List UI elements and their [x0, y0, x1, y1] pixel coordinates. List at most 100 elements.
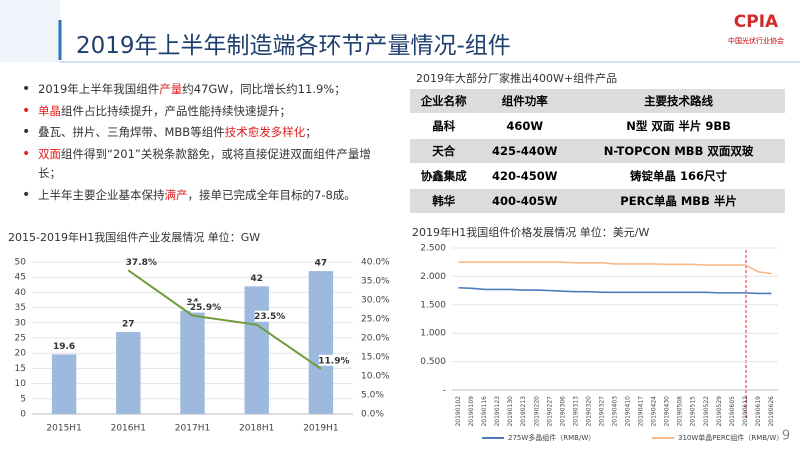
text-run: ，接单已完成全年目标的7-8成。: [187, 187, 356, 202]
x-tick-label: 20190529: [716, 396, 723, 427]
bar: [116, 331, 141, 414]
bullet-dot: •: [22, 186, 31, 203]
bullet: • 叠瓦、拼片、三角焊带、MBB等组件技术愈发多样化；: [22, 123, 382, 143]
x-tick-label: 20190619: [755, 396, 762, 427]
line-label: 23.5%: [254, 312, 285, 322]
x-tick-label: 20190605: [729, 396, 736, 427]
x-tick-label: 20190123: [494, 396, 501, 427]
y2-tick-label: 40.0%: [361, 258, 390, 268]
table-row: 韩华 400-405W PERC单晶 MBB 半片: [410, 188, 785, 213]
bullet: • 双面组件得到“201”关税条款豁免，或将直接促进双面组件产量增长；: [22, 145, 382, 184]
y2-tick-label: 15.0%: [361, 353, 390, 363]
legend-label: 310W单晶PERC组件（RMB/W）: [678, 433, 783, 442]
y2-tick-label: 20.0%: [361, 334, 390, 344]
logo-subtitle: 中国光伏行业协会: [728, 36, 784, 45]
x-tick-label: 2019H1: [303, 424, 338, 434]
bullet-text: 叠瓦、拼片、三角焊带、MBB等组件技术愈发多样化；: [38, 123, 317, 143]
x-tick-label: 20190130: [507, 396, 514, 427]
text-run: 组件占比持续提升，产品性能持续快速提升；: [61, 103, 291, 118]
line-label: 11.9%: [318, 356, 349, 366]
y-tick-label: 2.500: [420, 244, 446, 254]
x-tick-label: 2018H1: [239, 424, 274, 434]
line: [458, 286, 772, 295]
bullet-text: 上半年主要企业基本保持满产，接单已完成全年目标的7-8成。: [38, 186, 356, 206]
label-bg: [318, 354, 349, 366]
y-tick-label: 1.500: [420, 300, 446, 310]
label-bg: [126, 256, 157, 268]
bar: [308, 271, 334, 414]
y2-tick-label: 25.0%: [361, 315, 390, 325]
chart-title: 2015-2019年H1我国组件产业发展情况 单位：GW: [8, 230, 260, 244]
y-tick-label: 0.500: [420, 357, 446, 367]
header-cell: 组件功率: [477, 88, 573, 114]
cell: 400-405W: [477, 188, 573, 213]
text-run: 叠瓦、拼片、三角焊带、MBB等组件: [38, 125, 225, 139]
text-run: 满产: [164, 187, 188, 202]
y-tick-label: 2.000: [420, 272, 446, 282]
corner-decoration: [0, 0, 60, 62]
x-tick-label: 20190403: [612, 396, 619, 427]
y-tick-label: 5: [20, 394, 26, 404]
x-tick-label: 20190306: [559, 396, 566, 427]
cell: 协鑫集成: [410, 163, 478, 189]
x-tick-label: 20190109: [468, 396, 475, 427]
line-label: 37.8%: [126, 258, 157, 268]
x-tick-label: 20190508: [677, 396, 684, 427]
chart-title: 2019年H1我国组件价格发展情况 单位：美元/W: [412, 225, 649, 239]
x-tick-label: 20190430: [664, 396, 671, 427]
table-title: 2019年大部分厂家推出400W+组件产品: [416, 72, 618, 85]
bar-label: 27: [122, 319, 135, 329]
x-tick-label: 20190227: [546, 396, 553, 427]
table-row: 晶科 460W N型 双面 半片 9BB: [410, 113, 785, 139]
cell: 425-440W: [477, 138, 573, 164]
legend-label: 275W多晶组件（RMB/W）: [508, 433, 595, 442]
bar-label: 19.6: [53, 342, 75, 352]
cell: N-TOPCON MBB 双面双玻: [572, 138, 785, 164]
bullet-dot: •: [22, 102, 31, 119]
x-tick-label: 20190116: [481, 396, 488, 427]
bullet: • 上半年主要企业基本保持满产，接单已完成全年目标的7-8成。: [22, 186, 382, 206]
bar-label: 42: [250, 274, 263, 284]
x-tick-label: 20190102: [455, 396, 462, 427]
bullet: • 2019年上半年我国组件产量约47GW，同比增长约11.9%；: [22, 80, 382, 100]
y2-tick-label: 10.0%: [361, 372, 390, 382]
y-tick-label: -: [443, 386, 446, 396]
x-tick-label: 20190626: [768, 396, 775, 427]
bullet-text: 单晶组件占比持续提升，产品性能持续快速提升；: [38, 102, 291, 122]
text-run: 技术愈发多样化: [224, 125, 306, 139]
text-run: 组件得到“201”关税条款豁免，或将直接促进双面组件产量增长；: [38, 146, 371, 181]
x-tick-label: 2017H1: [175, 424, 210, 434]
x-tick-label: 2015H1: [46, 424, 81, 434]
x-tick-label: 20190417: [638, 396, 645, 427]
y-tick-label: 45: [15, 273, 26, 283]
text-run: ；: [305, 125, 317, 139]
cell: 460W: [477, 113, 573, 139]
text-run: 上半年主要企业基本保持: [38, 187, 165, 202]
header-cell: 主要技术路线: [572, 88, 785, 114]
y2-tick-label: 0.0%: [361, 410, 384, 420]
bullet: • 单晶组件占比持续提升，产品性能持续快速提升；: [22, 102, 382, 122]
bar: [244, 286, 269, 414]
label-bg: [254, 310, 285, 322]
bullet-list: • 2019年上半年我国组件产量约47GW，同比增长约11.9%； • 单晶组件占比持…: [22, 80, 382, 207]
x-tick-label: 20190410: [625, 396, 632, 427]
table-row: 天合 425-440W N-TOPCON MBB 双面双玻: [410, 138, 785, 164]
table: 企业名称 组件功率 主要技术路线 晶科 460W N型 双面 半片 9BB 天合 425-44…: [410, 88, 785, 213]
slide-title: 2019年上半年制造端各环节产量情况-组件: [76, 33, 511, 59]
cell: N型 双面 半片 9BB: [572, 113, 785, 139]
y-tick-label: 30: [15, 318, 27, 328]
logo: CPIA: [734, 12, 779, 32]
cell: 韩华: [410, 188, 478, 213]
y-tick-label: 35: [15, 303, 26, 313]
page-number: 9: [782, 429, 790, 444]
bullet-text: 2019年上半年我国组件产量约47GW，同比增长约11.9%；: [38, 80, 346, 100]
cell: 天合: [410, 138, 478, 164]
header-cell: 企业名称: [410, 88, 478, 114]
y-tick-label: 40: [15, 288, 27, 298]
line-label: 25.9%: [190, 303, 221, 313]
y2-tick-label: 5.0%: [361, 391, 384, 401]
x-tick-label: 20190424: [651, 396, 658, 427]
text-run: 约47GW，同比增长约11.9%；: [182, 82, 346, 96]
